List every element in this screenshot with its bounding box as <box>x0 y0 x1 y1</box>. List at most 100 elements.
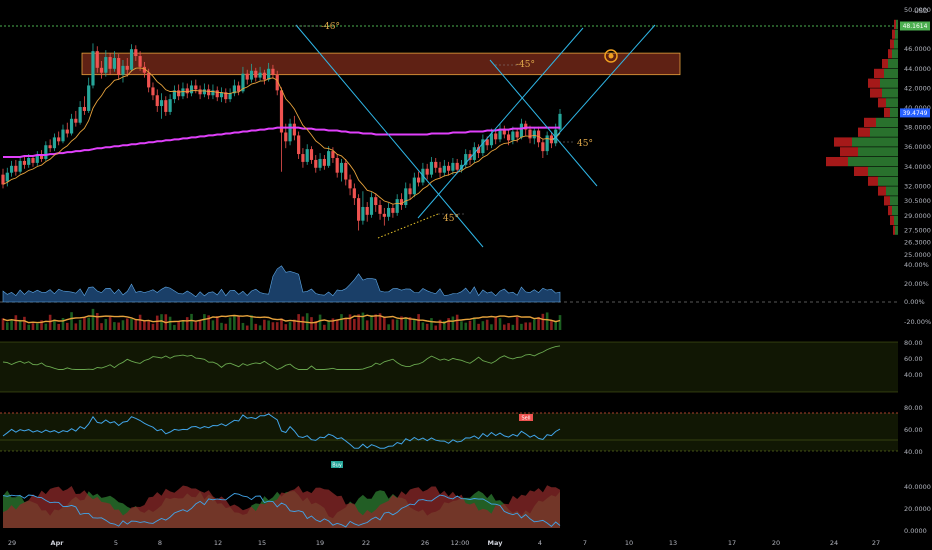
date-tick: 8 <box>158 539 162 547</box>
profile-bar-sell <box>834 137 852 147</box>
volume-bar <box>404 318 408 330</box>
oscillator-line <box>2 345 561 371</box>
candle <box>125 58 129 77</box>
price-tick: 32.0000 <box>904 182 931 190</box>
profile-bar-sell <box>854 166 868 176</box>
volume-bar <box>181 320 185 330</box>
volume-bar <box>91 308 95 330</box>
volume-bar <box>198 320 202 330</box>
trend-line-up-2[interactable] <box>552 24 656 141</box>
candle <box>22 156 27 169</box>
volume-bar <box>61 317 65 330</box>
volume-bar <box>284 324 288 330</box>
trend-lines[interactable] <box>295 24 656 248</box>
date-tick: 4 <box>538 539 542 547</box>
price-tick: 44.0000 <box>904 65 931 73</box>
candle <box>301 148 305 168</box>
volume-bar <box>27 324 31 330</box>
volume-bar <box>215 316 219 330</box>
profile-bar-sell <box>878 98 886 108</box>
profile-bar-buy <box>884 68 898 78</box>
resistance-zone[interactable] <box>81 52 681 76</box>
candle <box>87 77 91 113</box>
volume-bar <box>211 320 215 330</box>
profile-bar-buy <box>882 88 898 98</box>
volume-bar <box>100 323 103 330</box>
candle <box>181 82 185 100</box>
volume-bar <box>383 316 386 330</box>
volume-bar <box>5 322 9 330</box>
candle <box>498 123 502 143</box>
profile-bar-sell <box>893 225 895 235</box>
volume-bar <box>511 324 515 330</box>
date-tick: 12:00 <box>451 539 470 547</box>
candle <box>104 50 108 77</box>
volume-bar <box>237 315 240 330</box>
volume-bar <box>550 320 553 330</box>
candle <box>365 202 369 222</box>
svg-text:Buy: Buy <box>332 463 342 469</box>
volume-bar <box>515 317 519 330</box>
candle <box>194 79 198 94</box>
volume-bar <box>468 320 472 330</box>
oscillator-tick: 80.00 <box>904 339 923 347</box>
volume-bar <box>455 314 459 330</box>
volume-tick: -20.00% <box>904 318 931 326</box>
candle <box>159 93 164 119</box>
date-axis[interactable]: 29 Apr 5 8 12 15 19 22 26 12:00 May 4 7 10 13 17 20 24 27 <box>8 539 880 547</box>
date-tick: Apr <box>51 539 65 547</box>
volume-bar <box>421 322 425 330</box>
trend-line-up-1[interactable] <box>417 27 584 219</box>
volume-bar <box>117 322 120 330</box>
volume-bar <box>331 318 335 330</box>
date-tick: 20 <box>772 539 780 547</box>
volume-bar <box>258 325 262 330</box>
volume-bar <box>57 323 60 330</box>
volume-bar <box>451 316 455 330</box>
profile-bar-buy <box>858 147 898 157</box>
volume-bar <box>327 320 330 330</box>
currency-label: USD <box>914 7 928 15</box>
volume-bar <box>370 314 373 330</box>
sma-long-line <box>3 126 560 158</box>
profile-bar-buy <box>888 59 898 69</box>
target-marker[interactable] <box>604 49 618 63</box>
volume-tick: 0.00% <box>904 298 925 306</box>
candle <box>318 153 322 171</box>
candle <box>108 53 112 75</box>
volume-tick: 20.00% <box>904 280 929 288</box>
volume-bar <box>254 323 258 330</box>
candle <box>455 158 459 174</box>
profile-bar-sell <box>892 29 895 39</box>
volume-bar <box>65 322 69 330</box>
price-tick: 42.0000 <box>904 84 931 92</box>
candle <box>35 151 39 166</box>
sma-short-line <box>2 67 561 205</box>
trend-line-down-2[interactable] <box>489 59 598 187</box>
volume-bar <box>532 319 536 330</box>
date-tick: 12 <box>214 539 222 547</box>
candle <box>258 66 262 81</box>
volume-bar <box>323 324 326 330</box>
volume-bar <box>125 318 129 330</box>
profile-bar-buy <box>892 49 898 59</box>
volume-bar <box>545 312 549 330</box>
date-tick: 10 <box>625 539 633 547</box>
date-tick: 7 <box>583 539 587 547</box>
candle <box>451 157 455 175</box>
volume-bar <box>498 318 502 330</box>
volume-bar <box>413 319 416 330</box>
candle <box>374 193 378 212</box>
candle <box>412 172 416 198</box>
volume-bar <box>417 314 420 330</box>
profile-bar-buy <box>848 157 898 167</box>
volume-bar <box>185 317 189 330</box>
trend-line-down-1[interactable] <box>295 24 484 248</box>
volume-bar <box>447 318 450 330</box>
date-tick: 19 <box>316 539 324 547</box>
price-tick: 50.0000 <box>904 6 931 14</box>
area-line <box>2 493 561 528</box>
candle <box>18 157 22 174</box>
